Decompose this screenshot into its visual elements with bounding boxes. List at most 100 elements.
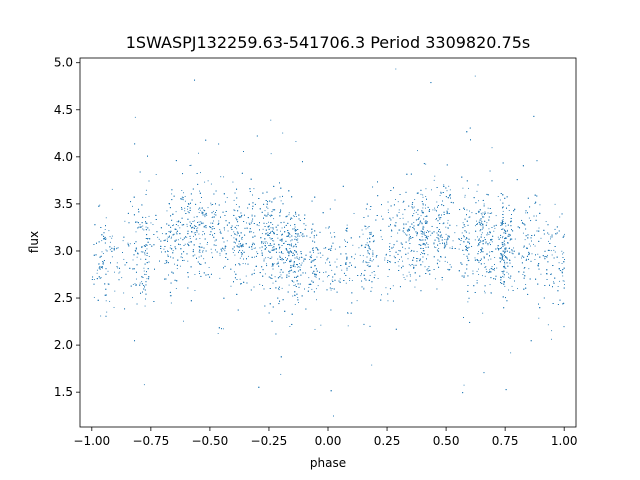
data-point (145, 221, 147, 223)
data-point (187, 208, 188, 210)
data-point (404, 248, 406, 250)
data-point (367, 264, 369, 266)
data-point (554, 251, 556, 253)
data-point (316, 256, 318, 258)
data-point (175, 232, 177, 234)
data-point (485, 242, 487, 244)
data-point (117, 267, 119, 269)
data-point (323, 272, 325, 274)
data-point (345, 263, 347, 265)
data-point (346, 224, 348, 226)
data-point (490, 292, 492, 294)
data-point (522, 232, 524, 234)
data-point (440, 192, 442, 194)
data-point (525, 284, 527, 285)
data-point (177, 239, 179, 241)
data-point (116, 262, 118, 264)
data-point (207, 207, 209, 209)
data-point (187, 260, 189, 262)
data-point (293, 262, 295, 264)
data-point (396, 214, 398, 216)
data-point (482, 248, 484, 250)
data-point (188, 241, 190, 243)
data-point (240, 283, 242, 285)
data-point (96, 269, 98, 271)
data-point (203, 258, 205, 260)
data-point (462, 187, 464, 189)
data-point (295, 233, 296, 235)
data-point (465, 248, 467, 250)
data-point (449, 189, 451, 191)
data-point (101, 240, 103, 242)
data-point (277, 262, 279, 264)
data-point (106, 311, 108, 313)
data-point (478, 200, 480, 202)
data-point (387, 209, 389, 211)
data-point (341, 269, 343, 271)
data-point (100, 315, 102, 317)
data-point (272, 282, 274, 284)
data-point (451, 246, 453, 248)
data-point (234, 210, 236, 212)
data-point (296, 264, 298, 265)
data-point (534, 259, 536, 260)
data-point (373, 271, 375, 272)
data-point (372, 252, 374, 254)
data-point (352, 244, 354, 246)
data-point (248, 255, 249, 257)
data-point (363, 287, 365, 289)
data-point (477, 245, 479, 247)
data-point (155, 174, 157, 175)
data-point (200, 172, 201, 174)
data-point (181, 190, 183, 192)
data-point (368, 246, 370, 248)
data-point (484, 211, 486, 213)
data-point (537, 253, 539, 255)
data-point (474, 75, 476, 77)
data-point (193, 224, 195, 226)
data-point (404, 278, 406, 280)
data-point (219, 231, 221, 233)
data-point (102, 261, 104, 263)
data-point (179, 227, 181, 229)
data-point (265, 241, 267, 243)
data-point (198, 208, 200, 210)
data-point (179, 265, 181, 267)
data-point (442, 223, 444, 225)
data-point (195, 232, 197, 234)
data-point (251, 273, 253, 275)
data-point (480, 237, 482, 238)
data-point (447, 227, 449, 229)
data-point (330, 289, 332, 291)
data-point (413, 229, 415, 231)
data-point (551, 236, 553, 238)
data-point (294, 303, 296, 305)
data-point (281, 227, 283, 229)
data-point (167, 254, 169, 256)
data-point (280, 373, 282, 375)
data-point (288, 214, 290, 216)
data-point (184, 243, 186, 245)
data-point (265, 257, 267, 259)
data-point (239, 257, 241, 259)
data-point (177, 225, 179, 227)
data-point (289, 261, 291, 263)
data-point (501, 224, 503, 226)
data-point (454, 232, 456, 234)
data-point (175, 211, 177, 213)
data-point (279, 212, 281, 214)
data-point (384, 257, 386, 259)
data-point (389, 246, 390, 248)
data-point (315, 273, 317, 275)
data-point (264, 242, 266, 244)
data-point (285, 257, 286, 259)
data-point (241, 253, 243, 255)
data-point (147, 227, 149, 229)
data-point (313, 237, 315, 239)
data-point (132, 205, 133, 207)
data-point (561, 263, 563, 264)
data-point (267, 257, 269, 258)
data-point (398, 229, 400, 231)
data-point (491, 238, 493, 240)
data-point (502, 237, 503, 239)
